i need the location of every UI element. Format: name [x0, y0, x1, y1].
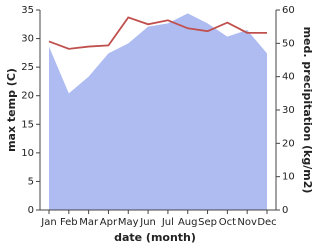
- y2-tick-label: 10: [282, 172, 295, 183]
- precip-area: [49, 13, 267, 211]
- y-tick-label: 35: [21, 5, 34, 16]
- x-tick-label: Jan: [40, 217, 56, 228]
- y-tick-label: 30: [21, 34, 34, 45]
- x-tick-label: Aug: [178, 217, 198, 228]
- x-tick-label: May: [118, 217, 139, 228]
- y-tick-label: 15: [21, 119, 34, 130]
- y-tick-label: 5: [28, 176, 34, 187]
- x-tick-label: Dec: [257, 217, 276, 228]
- y2-axis-label: med. precipitation (kg/m2): [301, 27, 314, 194]
- y2-tick-label: 30: [282, 105, 295, 116]
- y2-tick-label: 0: [282, 205, 288, 216]
- y-tick-label: 25: [21, 62, 34, 73]
- y2-tick-label: 60: [282, 5, 295, 16]
- y2-tick-label: 20: [282, 138, 295, 149]
- y-axis-label: max temp (C): [5, 68, 18, 152]
- y2-tick-label: 40: [282, 72, 295, 83]
- x-tick-label: Nov: [237, 217, 257, 228]
- chart: date (month) max temp (C) med. precipita…: [5, 5, 314, 244]
- y-tick-label: 10: [21, 148, 34, 159]
- temp-line: [48, 16, 267, 50]
- y-tick-label: 0: [28, 205, 34, 216]
- x-tick-label: Jul: [161, 217, 174, 228]
- x-tick-label: Oct: [219, 217, 236, 228]
- y2-tick-label: 50: [282, 38, 295, 49]
- x-tick-label: Sep: [198, 217, 217, 228]
- x-tick-label: Jun: [139, 217, 156, 228]
- x-tick-label: Mar: [79, 217, 99, 228]
- x-tick-label: Apr: [100, 217, 118, 228]
- y-tick-label: 20: [21, 91, 34, 102]
- x-axis-label: date (month): [114, 231, 196, 244]
- x-tick-label: Feb: [60, 217, 78, 228]
